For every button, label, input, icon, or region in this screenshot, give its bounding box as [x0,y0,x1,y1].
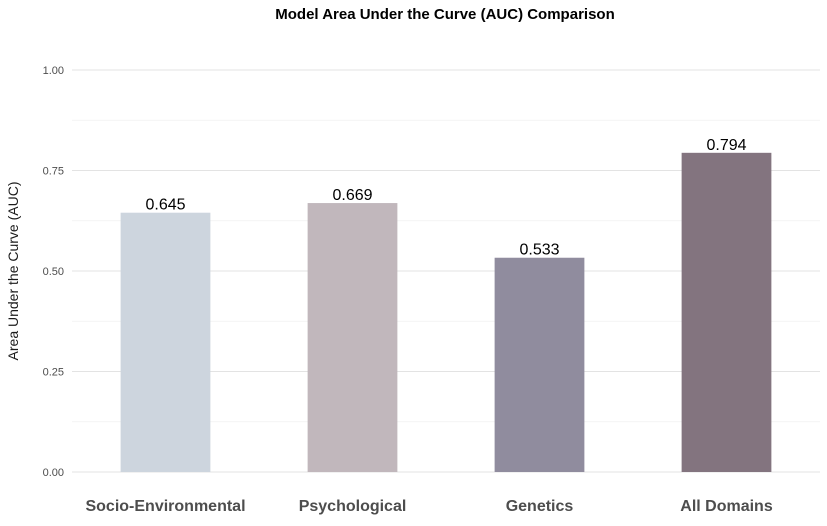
y-tick-label: 0.00 [43,467,64,479]
bar [120,212,211,472]
chart-title: Model Area Under the Curve (AUC) Compari… [275,6,615,23]
y-axis-ticks: 0.00 0.25 0.50 0.75 1.00 [43,65,64,479]
x-axis-ticks: Socio-Environmental Psychological Genetics… [85,498,772,515]
data-label: 0.794 [706,137,746,154]
y-tick-label: 1.00 [43,65,64,77]
x-tick-label: Psychological [299,498,407,515]
data-label: 0.645 [145,197,185,214]
bar [681,152,772,472]
data-labels: 0.645 0.669 0.533 0.794 [145,137,746,259]
x-tick-label: Socio-Environmental [85,498,245,515]
bar [494,257,585,472]
bar [307,203,398,472]
y-axis-label: Area Under the Curve (AUC) [5,182,21,361]
x-tick-label: Genetics [506,498,574,515]
bars [120,152,772,472]
data-label: 0.533 [519,242,559,259]
x-tick-label: All Domains [680,498,773,515]
y-tick-label: 0.75 [43,166,64,178]
y-tick-label: 0.50 [43,266,64,278]
y-tick-label: 0.25 [43,367,64,379]
data-label: 0.669 [332,187,372,204]
